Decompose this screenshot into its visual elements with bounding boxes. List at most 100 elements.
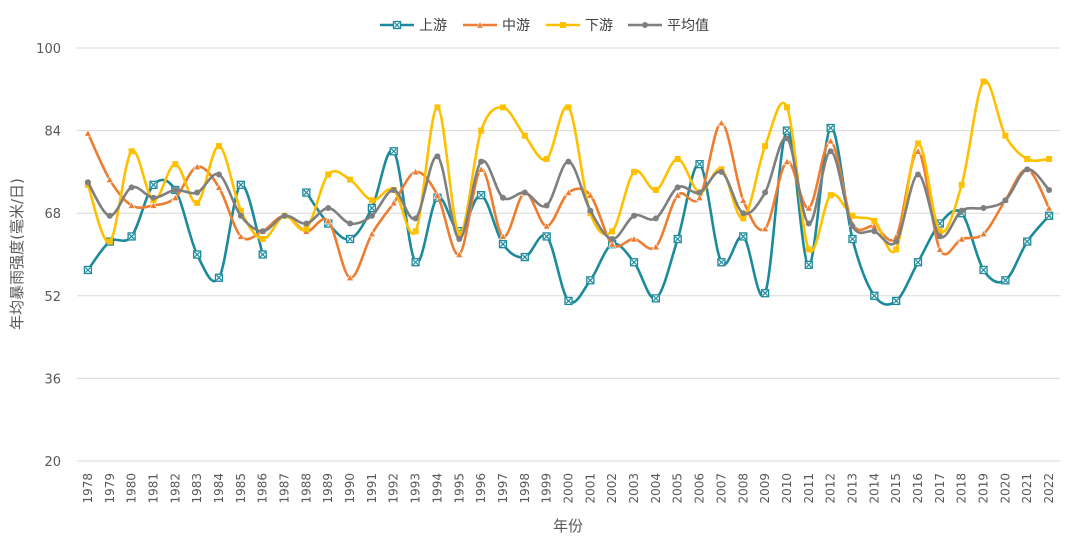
x-axis-ticks: 1978 1979 1980 1981 1982 1983 1984 1985 1986 1987…	[81, 473, 1056, 504]
y-tick-label: 52	[44, 290, 61, 305]
x-tick-label: 1992	[387, 473, 401, 504]
data-point-cross	[194, 251, 201, 258]
data-point	[935, 245, 944, 253]
x-tick-label: 1985	[234, 473, 248, 504]
data-point	[958, 181, 965, 188]
data-point	[673, 190, 682, 199]
data-point	[717, 118, 726, 127]
data-point	[478, 158, 485, 165]
x-tick-label: 1980	[125, 473, 139, 504]
data-point	[303, 225, 310, 232]
x-tick-label: 2012	[824, 473, 838, 504]
data-point	[521, 132, 528, 139]
y-tick-label: 68	[44, 207, 61, 222]
data-point	[127, 201, 136, 209]
legend-label: 下游	[585, 18, 613, 34]
data-point	[521, 189, 528, 196]
legend-item: 中游	[463, 18, 530, 34]
legend-label: 平均值	[667, 18, 709, 34]
series-line	[86, 178, 264, 283]
data-point	[936, 228, 943, 235]
data-point	[389, 198, 398, 207]
y-tick-label: 36	[44, 372, 61, 387]
data-point	[630, 234, 639, 243]
x-tick-label: 1978	[81, 473, 95, 504]
data-point	[434, 153, 441, 160]
data-point-cross	[478, 192, 485, 199]
data-point	[478, 127, 485, 134]
data-point-cross	[740, 233, 747, 240]
data-point	[237, 207, 244, 214]
x-tick-label: 1996	[474, 473, 488, 504]
data-point	[979, 229, 988, 238]
data-point-cross	[762, 290, 769, 297]
x-tick-label: 2018	[955, 473, 969, 504]
series-line	[86, 137, 1051, 246]
x-tick-label: 2005	[671, 473, 685, 504]
x-tick-label: 1979	[103, 473, 117, 504]
data-point	[259, 228, 266, 235]
data-point-cross	[652, 295, 659, 302]
x-tick-label: 2007	[714, 473, 728, 504]
data-point	[565, 104, 572, 111]
x-tick-label: 1988	[299, 473, 313, 504]
x-tick-label: 1993	[409, 473, 423, 504]
x-tick-label: 2020	[998, 473, 1012, 504]
data-point	[367, 229, 376, 238]
data-point-cross	[827, 125, 834, 131]
data-point	[762, 189, 769, 196]
data-point-cross	[871, 292, 878, 299]
data-point	[1024, 155, 1031, 162]
data-point	[1045, 203, 1054, 212]
data-point	[499, 194, 506, 201]
data-point	[412, 228, 419, 235]
x-tick-label: 1995	[452, 473, 466, 504]
data-point-cross	[1046, 212, 1053, 219]
x-tick-label: 2015	[889, 473, 903, 504]
x-tick-label: 1994	[430, 473, 444, 504]
legend-label: 上游	[419, 18, 447, 34]
data-point	[150, 194, 157, 201]
data-point-cross	[915, 259, 921, 266]
x-tick-label: 2009	[758, 473, 772, 504]
x-tick-label: 2017	[933, 473, 947, 504]
x-tick-label: 2021	[1020, 473, 1034, 504]
data-point	[805, 220, 812, 227]
data-point	[84, 179, 91, 186]
data-point	[542, 221, 551, 230]
data-point	[237, 212, 244, 219]
data-point-cross	[784, 127, 790, 134]
data-point	[871, 217, 878, 224]
data-point	[172, 161, 179, 168]
y-axis-title: 年均暴雨强度(毫米/日)	[8, 178, 26, 330]
data-point	[631, 168, 638, 175]
legend-marker-cross	[394, 22, 400, 28]
legend-item: 平均值	[628, 18, 709, 34]
data-point	[695, 193, 704, 202]
data-point	[783, 104, 790, 111]
data-point	[957, 234, 966, 243]
y-tick-label: 84	[44, 125, 61, 140]
data-point	[1002, 197, 1009, 204]
x-tick-label: 1984	[212, 473, 226, 504]
data-point-cross	[521, 254, 528, 261]
data-point	[303, 220, 310, 227]
legend-item: 上游	[380, 18, 447, 34]
x-tick-label: 2008	[736, 473, 750, 504]
x-tick-label: 1981	[146, 473, 160, 504]
data-point	[849, 223, 856, 230]
data-point	[543, 202, 550, 209]
data-point	[456, 230, 463, 237]
data-point	[347, 220, 354, 227]
data-point	[346, 273, 355, 282]
data-point	[499, 104, 506, 111]
x-tick-label: 2013	[845, 473, 859, 504]
x-tick-label: 2006	[693, 473, 707, 504]
data-point-cross	[696, 161, 703, 168]
data-point	[804, 203, 813, 212]
x-tick-label: 2002	[605, 473, 619, 504]
data-point	[739, 196, 748, 204]
data-point	[849, 212, 856, 219]
x-tick-label: 2003	[627, 473, 641, 504]
data-point	[194, 189, 201, 196]
